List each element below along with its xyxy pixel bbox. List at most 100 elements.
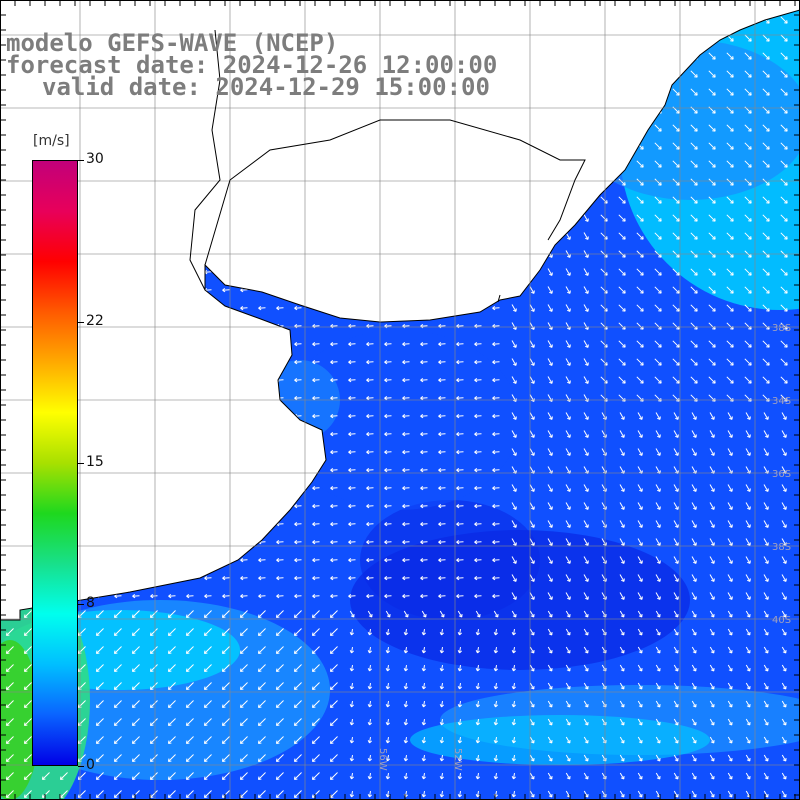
- wind-arrow-head: [474, 341, 478, 345]
- wind-arrow-head: [567, 381, 571, 384]
- wind-arrow: [438, 379, 446, 381]
- wind-arrow-head: [240, 217, 244, 221]
- wind-arrow-head: [132, 19, 136, 23]
- wind-arrow: [348, 433, 356, 435]
- wind-arrow: [762, 322, 770, 330]
- wind-arrow: [655, 646, 661, 654]
- wind-arrow: [348, 127, 356, 129]
- wind-arrow: [96, 307, 104, 309]
- wind-arrow-head: [438, 323, 442, 327]
- wind-arrow: [474, 559, 482, 561]
- wind-arrow: [240, 433, 248, 435]
- wind-arrow: [348, 289, 356, 291]
- wind-arrow-head: [150, 359, 154, 363]
- wind-arrow-head: [222, 125, 226, 129]
- wind-arrow: [781, 538, 787, 546]
- wind-arrow-head: [240, 271, 244, 275]
- wind-arrow-head: [204, 361, 208, 365]
- wind-arrow-head: [549, 201, 553, 204]
- wind-arrow: [547, 142, 553, 150]
- wind-arrow-head: [765, 597, 769, 600]
- wind-arrow: [672, 358, 680, 366]
- wind-arrow: [350, 646, 354, 654]
- wind-arrow: [762, 124, 770, 132]
- wind-arrow-head: [222, 181, 226, 185]
- wind-arrow-head: [294, 287, 298, 291]
- wind-arrow-head: [204, 199, 208, 203]
- wind-arrow-head: [366, 109, 370, 113]
- wind-arrow: [511, 88, 517, 96]
- wind-arrow: [511, 232, 517, 240]
- wind-arrow: [384, 577, 392, 579]
- wind-arrow-head: [420, 503, 424, 507]
- wind-arrow: [150, 343, 158, 345]
- wind-arrow-head: [531, 345, 535, 348]
- wind-arrow: [583, 106, 589, 114]
- wind-arrow-head: [513, 219, 517, 222]
- wind-arrow-head: [6, 89, 10, 93]
- wind-arrow-head: [420, 557, 424, 561]
- wind-arrow: [745, 628, 751, 636]
- wind-arrow: [150, 541, 158, 543]
- wind-arrow: [330, 343, 338, 345]
- wind-arrow: [422, 628, 426, 636]
- wind-arrow-head: [240, 143, 244, 147]
- wind-arrow-head: [294, 127, 298, 131]
- wind-arrow: [474, 145, 482, 147]
- wind-arrow: [384, 37, 392, 39]
- wind-arrow-head: [150, 289, 154, 293]
- wind-arrow: [366, 199, 374, 201]
- wind-arrow-head: [384, 197, 388, 201]
- wind-arrow-head: [222, 233, 226, 237]
- wind-arrow-head: [493, 650, 496, 654]
- wind-arrow-head: [549, 75, 553, 78]
- wind-arrow-head: [638, 651, 642, 654]
- wind-arrow: [150, 433, 158, 435]
- wind-arrow: [475, 610, 481, 618]
- wind-arrow-head: [765, 507, 769, 510]
- wind-arrow: [96, 577, 104, 579]
- wind-arrow-head: [348, 181, 352, 185]
- wind-arrow: [456, 487, 464, 489]
- wind-arrow-head: [567, 219, 571, 222]
- wind-arrow-head: [474, 253, 478, 257]
- wind-arrow-head: [692, 669, 696, 672]
- wind-arrow-head: [421, 686, 424, 690]
- wind-arrow-head: [492, 215, 496, 219]
- wind-arrow-head: [186, 127, 190, 131]
- wind-arrow: [402, 451, 410, 453]
- wind-arrow-head: [549, 453, 553, 456]
- wind-arrow-head: [711, 579, 715, 582]
- wind-arrow-head: [294, 215, 298, 219]
- wind-arrow-head: [549, 363, 553, 366]
- wind-arrow: [114, 469, 122, 471]
- wind-arrow: [24, 595, 32, 597]
- wind-arrow: [422, 646, 426, 654]
- wind-arrow-head: [186, 235, 190, 239]
- wind-arrow-head: [513, 129, 517, 132]
- wind-arrow-head: [204, 163, 208, 167]
- wind-arrow: [420, 379, 428, 381]
- wind-arrow-head: [513, 255, 517, 258]
- wind-arrow-head: [456, 197, 460, 201]
- wind-arrow: [565, 538, 571, 546]
- wind-arrow-head: [150, 181, 154, 185]
- wind-arrow: [6, 505, 14, 507]
- wind-arrow: [529, 34, 535, 42]
- wind-arrow-head: [474, 269, 478, 273]
- wind-arrow: [438, 127, 446, 129]
- wind-arrow: [96, 682, 104, 690]
- wind-arrow-head: [258, 415, 262, 419]
- wind-arrow-head: [474, 323, 478, 327]
- wind-arrow-head: [204, 521, 208, 525]
- wind-arrow-head: [24, 431, 28, 435]
- wind-arrow: [529, 16, 535, 24]
- wind-arrow-head: [186, 163, 190, 167]
- wind-arrow-head: [585, 57, 589, 60]
- wind-arrow-head: [6, 341, 10, 345]
- wind-arrow-head: [493, 632, 496, 636]
- wind-arrow: [24, 664, 32, 672]
- wind-arrow: [96, 217, 104, 219]
- wind-arrow: [276, 559, 284, 561]
- wind-arrow-head: [438, 109, 442, 113]
